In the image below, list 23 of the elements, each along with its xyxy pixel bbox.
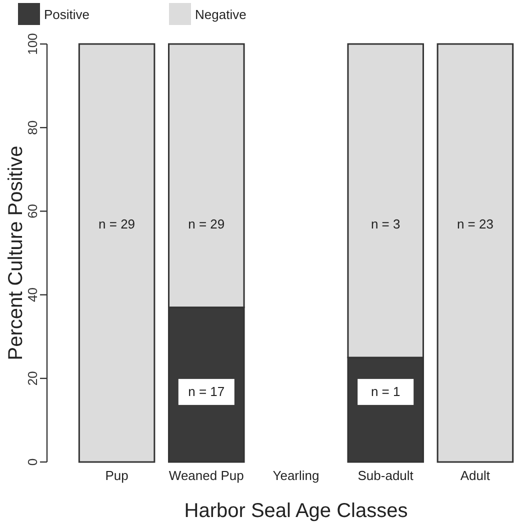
x-tick-label: Sub-adult [358, 468, 414, 483]
y-tick-label: 80 [25, 120, 40, 135]
y-tick-label: 100 [25, 33, 40, 55]
y-tick-label: 20 [25, 371, 40, 386]
annotation: n = 3 [370, 216, 400, 232]
annotation: n = 29 [188, 216, 225, 232]
y-tick-label: 60 [25, 204, 40, 218]
x-tick-label: Yearling [272, 468, 320, 483]
y-tick-label: 0 [25, 458, 40, 466]
y-tick-label: 40 [25, 288, 40, 302]
series-label: Negative [195, 7, 246, 22]
annotation: n = 23 [456, 216, 494, 232]
bar [436, 43, 514, 463]
legend-label: Positive [44, 7, 90, 22]
y-axis-title: Percent Culture Positive [5, 146, 27, 360]
x-axis-title: Harbor Seal Age Classes [184, 500, 408, 522]
annotation: n = 1 [370, 384, 400, 399]
annotation: n = 29 [98, 216, 136, 232]
x-tick-label: Weaned Pup [168, 468, 244, 483]
x-tick-label: Pup [105, 468, 128, 483]
x-tick-label: Adult [460, 468, 490, 483]
bar [78, 43, 156, 463]
annotation: n = 17 [188, 384, 225, 399]
